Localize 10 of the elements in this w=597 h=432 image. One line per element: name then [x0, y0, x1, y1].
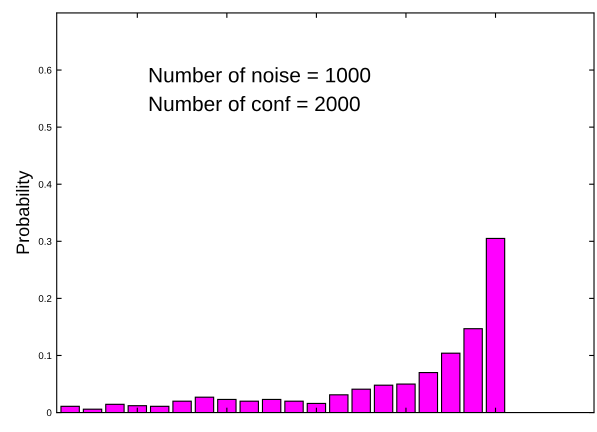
y-tick-label: 0.1 [38, 352, 52, 360]
y-tick-label: 0.5 [38, 124, 52, 131]
annotation: Number of conf = 2000 [150, 96, 360, 112]
y-tick-label: 0.2 [38, 295, 52, 302]
annotation: Number of noise = 1000 [150, 67, 370, 82]
y-tick-label: 0.4 [38, 180, 52, 188]
y-tick-label: 0 [46, 409, 52, 416]
y-axis-title: Probability [16, 170, 33, 254]
y-tick-label: 0.6 [38, 66, 52, 74]
y-tick-label: 0.3 [38, 238, 52, 245]
